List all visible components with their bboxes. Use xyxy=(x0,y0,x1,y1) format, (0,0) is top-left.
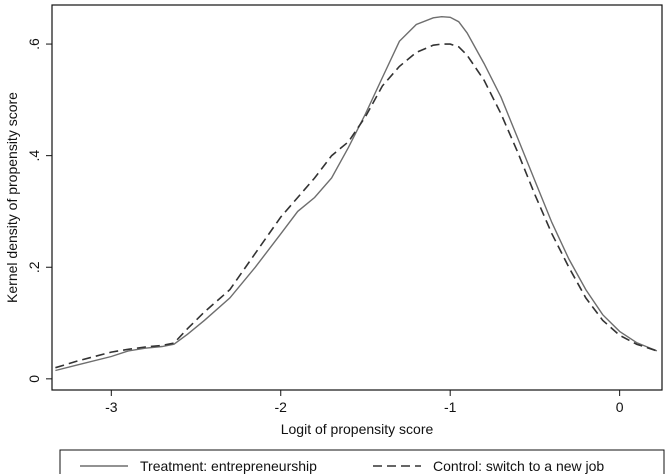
x-axis: -3 -2 -1 0 xyxy=(105,390,624,415)
legend: Treatment: entrepreneurship Control: swit… xyxy=(59,449,665,474)
y-axis-title: Kernel density of propensity score xyxy=(4,92,20,303)
legend-box xyxy=(59,449,665,474)
y-tick-label: 0 xyxy=(26,375,42,383)
y-tick-label: .2 xyxy=(26,261,42,273)
x-tick-label: 0 xyxy=(616,399,624,415)
y-axis: 0 .2 .4 .6 xyxy=(26,38,52,383)
x-tick-label: -3 xyxy=(105,399,118,415)
x-axis-title: Logit of propensity score xyxy=(281,421,434,437)
plot-area xyxy=(51,4,663,391)
y-tick-label: .4 xyxy=(26,150,42,162)
plot-frame xyxy=(51,4,663,391)
x-tick-label: -2 xyxy=(275,399,288,415)
legend-label-treatment: Treatment: entrepreneurship xyxy=(140,458,317,474)
series-line-control xyxy=(55,43,658,369)
legend-label-control: Control: switch to a new job xyxy=(433,458,604,474)
y-tick-label: .6 xyxy=(26,38,42,50)
x-tick-label: -1 xyxy=(444,399,457,415)
series-line-treatment xyxy=(55,15,658,372)
